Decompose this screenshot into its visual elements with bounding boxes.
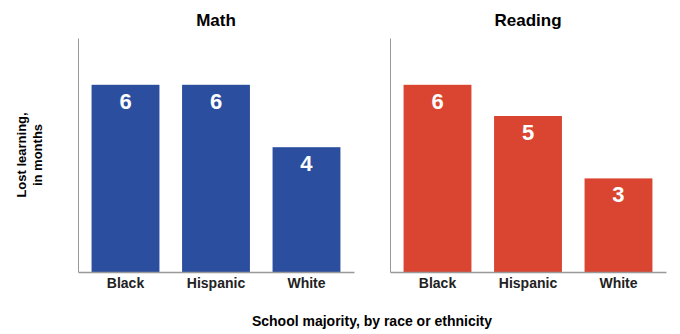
panel: Black Hispanic White 6 6 4 Math (79, 11, 355, 291)
x-tick-label: White (599, 275, 637, 291)
x-tick-label: Hispanic (499, 275, 558, 291)
title: Math (196, 11, 236, 30)
y-axis-line (390, 39, 391, 273)
title: Reading (494, 11, 561, 30)
x-tick: White (599, 272, 637, 291)
data-labels: 6 5 3 (431, 89, 624, 208)
x-tick-label: Black (419, 275, 457, 291)
data-label: 4 (300, 151, 313, 176)
x-tick: Black (107, 272, 145, 291)
data-label: 3 (612, 182, 624, 207)
x-tick-label: Black (107, 275, 145, 291)
data-label: 5 (522, 120, 534, 145)
x-axis-line (79, 272, 355, 274)
chart: Black Hispanic White 6 6 4 Math Lost learning,i… (0, 0, 680, 334)
bar (494, 116, 562, 272)
data-labels: 6 6 4 (119, 89, 313, 176)
x-tick: Hispanic (187, 272, 246, 291)
x-tick: Hispanic (499, 272, 558, 291)
y-axis (78, 39, 79, 273)
bar (92, 85, 160, 272)
panel: Black Hispanic White 6 5 3 Reading (391, 11, 667, 291)
bars (92, 85, 341, 272)
data-label: 6 (210, 89, 222, 114)
x-axis: Black Hispanic White (391, 272, 667, 291)
x-axis: Black Hispanic White (79, 272, 355, 291)
x-tick-label: Hispanic (187, 275, 246, 291)
y-axis-line (78, 39, 79, 273)
bars (404, 85, 653, 272)
bar (273, 147, 341, 272)
data-label: 6 (431, 89, 443, 114)
bar (182, 85, 250, 272)
y-axis (390, 39, 391, 273)
y-axis-title-line: Lost learning, (14, 112, 29, 197)
x-tick: White (287, 272, 325, 291)
data-label: 6 (119, 89, 131, 114)
bar (585, 178, 653, 272)
x-tick-label: White (287, 275, 325, 291)
x-axis-title: School majority, by race or ethnicity (252, 313, 492, 329)
bar (404, 85, 472, 272)
x-tick: Black (419, 272, 457, 291)
y-axis-title-line: in months (30, 124, 45, 186)
x-axis-line (391, 272, 667, 274)
y-axis-title: Lost learning,in months (14, 112, 45, 197)
